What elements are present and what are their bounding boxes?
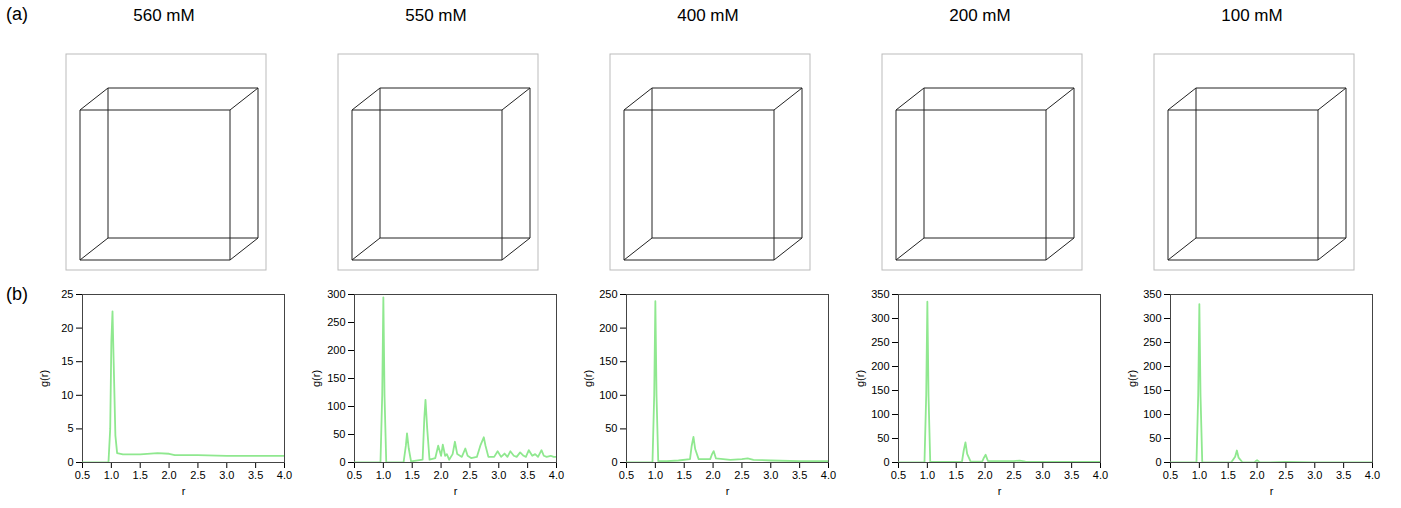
- svg-text:250: 250: [327, 316, 345, 328]
- svg-text:g(r): g(r): [854, 370, 866, 387]
- svg-text:150: 150: [1143, 384, 1161, 396]
- svg-text:4.0: 4.0: [1365, 469, 1380, 481]
- svg-text:r: r: [182, 485, 186, 497]
- svg-text:50: 50: [877, 432, 889, 444]
- html-text:(a): (a): [6, 4, 28, 24]
- svg-text:2.5: 2.5: [1006, 469, 1021, 481]
- svg-text:1.0: 1.0: [104, 469, 119, 481]
- svg-text:200: 200: [327, 344, 345, 356]
- svg-text:300: 300: [327, 288, 345, 300]
- svg-text:25: 25: [61, 288, 73, 300]
- svg-text:r: r: [1270, 485, 1274, 497]
- svg-text:1.0: 1.0: [376, 469, 391, 481]
- svg-text:4.0: 4.0: [821, 469, 836, 481]
- svg-text:1.5: 1.5: [1221, 469, 1236, 481]
- svg-text:3.0: 3.0: [763, 469, 778, 481]
- svg-text:0.5: 0.5: [1163, 469, 1178, 481]
- svg-text:r: r: [726, 485, 730, 497]
- html-text:200 mM: 200 mM: [949, 6, 1011, 25]
- svg-text:3.0: 3.0: [491, 469, 506, 481]
- svg-text:g(r): g(r): [1126, 370, 1138, 387]
- svg-text:200: 200: [1143, 360, 1161, 372]
- svg-text:1.5: 1.5: [677, 469, 692, 481]
- html-text:(b): (b): [6, 284, 28, 304]
- svg-text:50: 50: [333, 428, 345, 440]
- svg-text:0.5: 0.5: [891, 469, 906, 481]
- svg-text:4.0: 4.0: [549, 469, 564, 481]
- svg-text:1.5: 1.5: [405, 469, 420, 481]
- svg-text:r: r: [998, 485, 1002, 497]
- svg-text:1.0: 1.0: [1192, 469, 1207, 481]
- svg-text:0: 0: [883, 456, 889, 468]
- svg-text:50: 50: [605, 422, 617, 434]
- html-text:560 mM: 560 mM: [133, 6, 195, 25]
- svg-text:2.5: 2.5: [462, 469, 477, 481]
- svg-text:10: 10: [61, 389, 73, 401]
- svg-text:150: 150: [599, 355, 617, 367]
- svg-text:100: 100: [327, 400, 345, 412]
- svg-text:2.0: 2.0: [977, 469, 992, 481]
- svg-text:0: 0: [1155, 456, 1161, 468]
- svg-text:3.5: 3.5: [1064, 469, 1079, 481]
- svg-text:100: 100: [599, 389, 617, 401]
- svg-text:2.5: 2.5: [734, 469, 749, 481]
- svg-text:2.5: 2.5: [190, 469, 205, 481]
- svg-text:150: 150: [327, 372, 345, 384]
- svg-text:2.5: 2.5: [1278, 469, 1293, 481]
- svg-text:350: 350: [1143, 288, 1161, 300]
- svg-text:200: 200: [599, 322, 617, 334]
- svg-text:2.0: 2.0: [433, 469, 448, 481]
- svg-text:0.5: 0.5: [619, 469, 634, 481]
- html-text:550 mM: 550 mM: [405, 6, 467, 25]
- svg-text:3.5: 3.5: [520, 469, 535, 481]
- svg-text:3.5: 3.5: [1336, 469, 1351, 481]
- svg-text:2.0: 2.0: [1249, 469, 1264, 481]
- svg-text:3.0: 3.0: [1307, 469, 1322, 481]
- svg-text:1.5: 1.5: [949, 469, 964, 481]
- svg-text:250: 250: [1143, 336, 1161, 348]
- svg-text:3.0: 3.0: [219, 469, 234, 481]
- svg-text:0: 0: [67, 456, 73, 468]
- svg-text:3.5: 3.5: [248, 469, 263, 481]
- svg-text:100: 100: [871, 408, 889, 420]
- svg-text:1.0: 1.0: [648, 469, 663, 481]
- svg-text:200: 200: [871, 360, 889, 372]
- svg-text:0.5: 0.5: [75, 469, 90, 481]
- svg-text:g(r): g(r): [310, 370, 322, 387]
- svg-text:1.0: 1.0: [920, 469, 935, 481]
- svg-text:0: 0: [611, 456, 617, 468]
- svg-text:5: 5: [67, 422, 73, 434]
- svg-text:g(r): g(r): [582, 370, 594, 387]
- svg-text:15: 15: [61, 355, 73, 367]
- svg-text:r: r: [454, 485, 458, 497]
- svg-text:0: 0: [339, 456, 345, 468]
- svg-text:3.0: 3.0: [1035, 469, 1050, 481]
- svg-text:1.5: 1.5: [133, 469, 148, 481]
- svg-text:100: 100: [1143, 408, 1161, 420]
- html-text:400 mM: 400 mM: [677, 6, 739, 25]
- svg-text:50: 50: [1149, 432, 1161, 444]
- svg-text:2.0: 2.0: [161, 469, 176, 481]
- svg-text:2.0: 2.0: [705, 469, 720, 481]
- svg-text:4.0: 4.0: [1093, 469, 1108, 481]
- svg-text:300: 300: [1143, 312, 1161, 324]
- svg-text:250: 250: [871, 336, 889, 348]
- svg-text:3.5: 3.5: [792, 469, 807, 481]
- svg-text:300: 300: [871, 312, 889, 324]
- svg-text:0.5: 0.5: [347, 469, 362, 481]
- svg-text:20: 20: [61, 322, 73, 334]
- svg-text:g(r): g(r): [38, 370, 50, 387]
- svg-text:250: 250: [599, 288, 617, 300]
- svg-text:4.0: 4.0: [277, 469, 292, 481]
- svg-text:150: 150: [871, 384, 889, 396]
- html-text:100 mM: 100 mM: [1221, 6, 1283, 25]
- svg-text:350: 350: [871, 288, 889, 300]
